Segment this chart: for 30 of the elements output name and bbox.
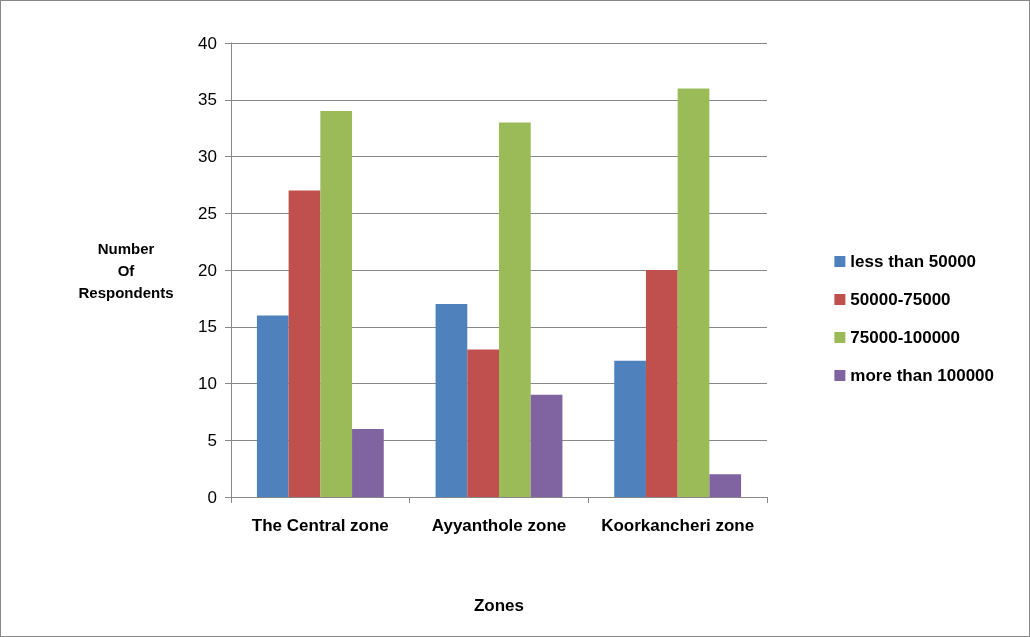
bar <box>467 349 499 497</box>
bar <box>499 122 531 497</box>
bar <box>435 304 468 497</box>
bar <box>614 360 646 497</box>
legend-label: less than 50000 <box>850 252 977 271</box>
legend-label: 50000-75000 <box>850 290 951 309</box>
x-tick-label: The Central zone <box>251 516 389 535</box>
y-tick-label: 10 <box>198 374 217 393</box>
bar <box>288 190 321 497</box>
x-tick-label: Ayyanthole zone <box>431 516 567 535</box>
bar <box>256 315 289 497</box>
bar <box>320 111 353 497</box>
y-tick-label: 30 <box>198 147 217 166</box>
x-tick-label: Koorkancheri zone <box>601 516 755 535</box>
bar <box>352 428 384 497</box>
y-tick-label: 20 <box>198 260 217 280</box>
y-tick-label: 0 <box>207 487 217 507</box>
y-tick-label: 40 <box>198 33 217 53</box>
legend-label: 75000-100000 <box>850 328 961 347</box>
y-tick-label: 25 <box>198 203 217 223</box>
y-tick-label: 5 <box>207 430 217 450</box>
y-axis-title: Number Of Respondents <box>78 239 174 301</box>
bar <box>709 474 742 497</box>
legend-label: more than 100000 <box>850 366 995 385</box>
y-tick-label: 15 <box>198 317 217 337</box>
bar <box>677 88 710 497</box>
x-axis-title: Zones <box>473 596 525 615</box>
bar <box>645 270 678 497</box>
y-tick-label: 35 <box>198 90 217 110</box>
bar <box>530 394 563 497</box>
